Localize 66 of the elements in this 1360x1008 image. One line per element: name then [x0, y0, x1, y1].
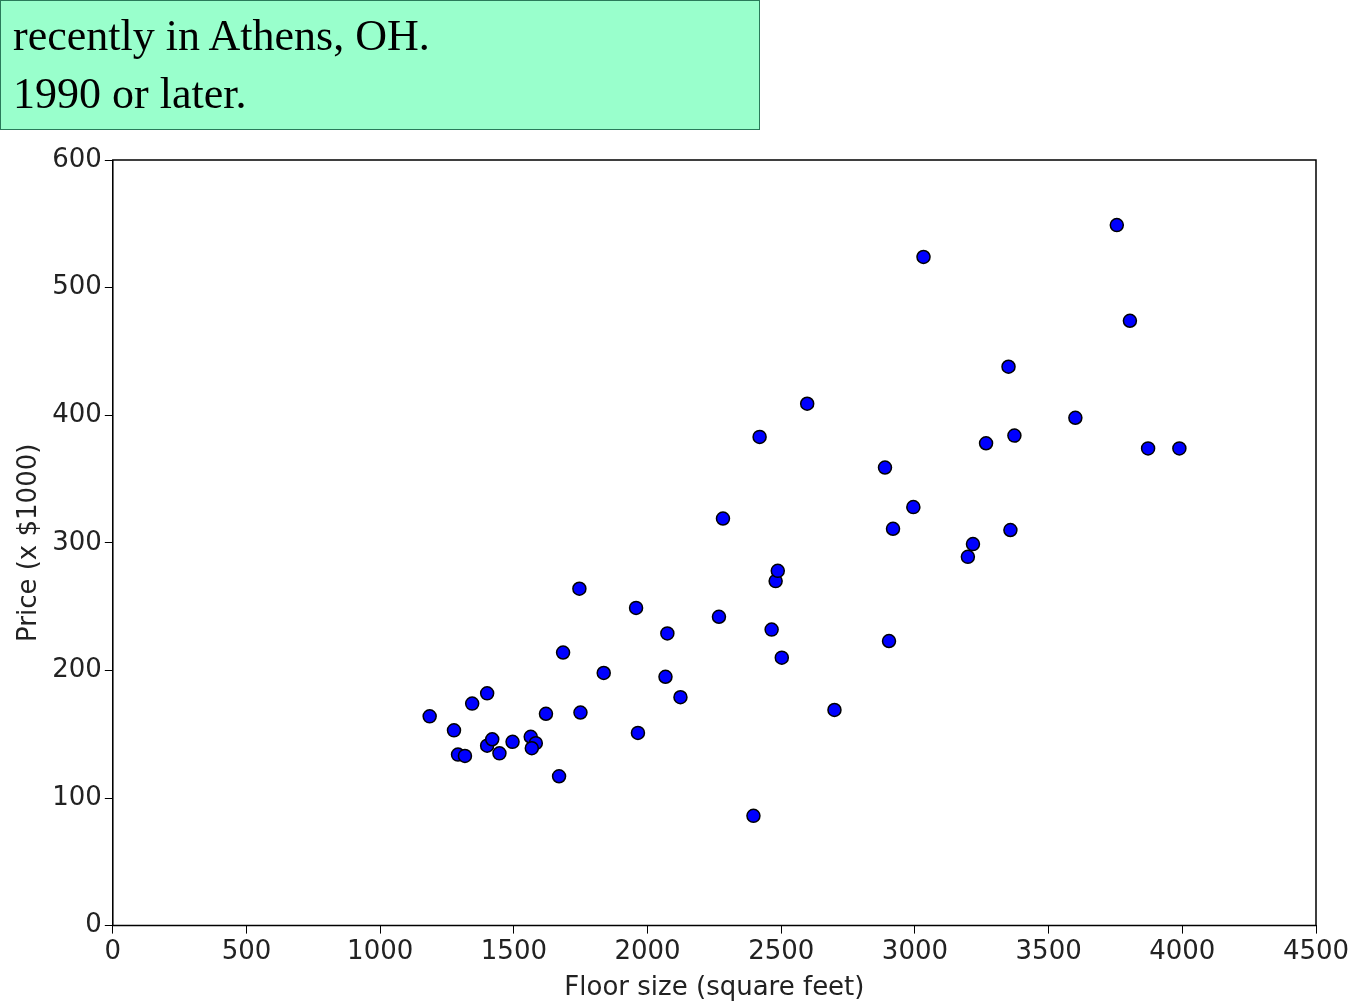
point	[596, 665, 611, 681]
point	[524, 740, 540, 756]
point	[770, 563, 786, 579]
y-tick-label: 0	[85, 908, 102, 939]
y-tick-label: 100	[52, 780, 102, 811]
point	[885, 521, 901, 537]
point	[628, 600, 644, 616]
point	[630, 725, 646, 741]
point	[673, 689, 688, 705]
point	[457, 748, 473, 764]
y-tick-label: 600	[52, 142, 102, 173]
point	[1007, 428, 1022, 443]
x-tick-label: 4000	[1149, 934, 1216, 965]
point	[960, 549, 976, 565]
point	[906, 499, 921, 515]
x-tick-label: 2500	[748, 934, 815, 965]
point	[538, 706, 554, 722]
point	[1003, 522, 1018, 538]
point	[1122, 313, 1138, 329]
x-axis-title: Floor size (square feet)	[564, 971, 865, 1002]
point	[422, 709, 437, 724]
point	[916, 249, 931, 265]
point	[1140, 441, 1156, 456]
point	[827, 702, 842, 718]
y-tick-label: 500	[52, 270, 102, 301]
point	[877, 460, 893, 475]
point	[573, 705, 588, 720]
x-tick-label: 3000	[881, 934, 949, 965]
point	[479, 686, 495, 701]
point	[881, 633, 897, 649]
text: 1990 or later.	[13, 68, 248, 120]
x-tick-label: 3500	[1015, 934, 1082, 965]
point	[774, 650, 790, 665]
point	[660, 626, 675, 641]
point	[764, 622, 779, 637]
x-tick-label: 0	[104, 934, 122, 965]
x-tick-label: 4500	[1282, 934, 1350, 965]
point	[555, 645, 571, 660]
point	[492, 746, 507, 761]
text: recently in Athens, OH.	[13, 10, 431, 62]
point	[711, 609, 727, 625]
point	[572, 581, 587, 596]
point	[484, 732, 500, 747]
point	[752, 429, 767, 445]
x-tick-label: 1500	[480, 934, 547, 965]
y-axis-title: Price (x $1000)	[12, 443, 43, 642]
point	[464, 696, 480, 711]
x-tick-label: 500	[221, 934, 272, 965]
point	[1109, 217, 1125, 233]
y-tick-label: 400	[52, 397, 102, 428]
point	[799, 396, 815, 411]
point	[1001, 359, 1016, 374]
point	[551, 769, 567, 784]
point	[715, 511, 731, 526]
y-tick-label: 200	[52, 653, 102, 684]
point	[978, 436, 994, 451]
point	[1172, 441, 1187, 456]
point	[746, 808, 761, 824]
point	[965, 536, 981, 552]
x-tick-label: 1000	[347, 934, 414, 965]
point	[446, 723, 462, 738]
point	[505, 734, 520, 750]
point	[1068, 410, 1083, 425]
y-tick-label: 300	[52, 525, 102, 556]
x-tick-label: 2000	[614, 934, 681, 965]
point	[658, 669, 673, 685]
